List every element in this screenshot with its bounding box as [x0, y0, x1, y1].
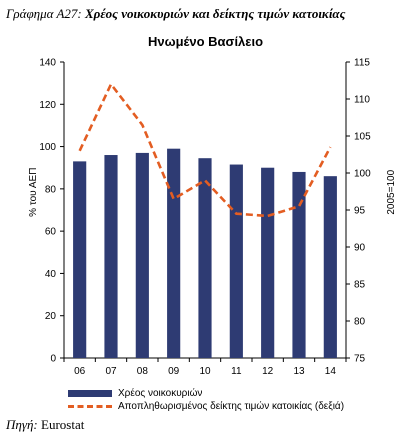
left-tick-label: 0 — [50, 354, 56, 365]
x-tick-label: 07 — [105, 366, 117, 377]
left-tick-label: 60 — [45, 227, 57, 238]
source-note: Πηγή: Eurostat — [6, 417, 84, 433]
legend-item-debt: Χρέος νοικοκυριών — [68, 387, 344, 400]
left-tick-label: 20 — [45, 311, 57, 322]
bar-debt — [104, 155, 118, 358]
right-tick-label: 90 — [354, 243, 366, 254]
legend-swatch-line — [68, 405, 112, 408]
right-tick-label: 110 — [354, 95, 370, 106]
left-tick-label: 100 — [39, 142, 56, 153]
chart-title: Ηνωμένο Βασίλειο — [147, 34, 264, 49]
legend-item-house-price: Αποπληθωρισμένος δείκτης τιμών κατοικίας… — [68, 400, 344, 413]
bar-debt — [261, 167, 275, 358]
chart-svg: 0 20 40 60 80 100 120 140 75 80 85 90 95 100 105 110 115… — [28, 58, 397, 378]
legend-swatch-bar — [68, 390, 112, 397]
x-tick-label: 12 — [262, 366, 274, 377]
bar-debt — [229, 164, 243, 358]
legend-label-house-price: Αποπληθωρισμένος δείκτης τιμών κατοικίας… — [118, 401, 345, 412]
right-tick-label: 105 — [354, 132, 371, 143]
bar-debt — [198, 158, 212, 358]
right-tick-label: 100 — [354, 169, 371, 180]
y2-axis-title: 2005=100 — [386, 169, 397, 214]
left-tick-label: 80 — [45, 184, 57, 195]
figure-title: Γράφημα Α27: Χρέος νοικοκυριών και δείκτ… — [6, 6, 345, 22]
bar-debt — [135, 152, 149, 358]
line-house-price — [78, 82, 332, 218]
x-tick-label: 09 — [168, 366, 180, 377]
x-tick-label: 08 — [137, 366, 149, 377]
left-tick-label: 40 — [45, 269, 57, 280]
source-value: Eurostat — [41, 417, 85, 432]
legend: Χρέος νοικοκυριών Αποπληθωρισμένος δείκτ… — [68, 387, 344, 413]
x-tick-label: 14 — [325, 366, 337, 377]
x-tick-label: 10 — [199, 366, 211, 377]
bar-debt — [292, 171, 306, 358]
x-tick-label: 06 — [74, 366, 86, 377]
source-label: Πηγή: — [6, 417, 38, 432]
y-axis-title: % του ΑΕΠ — [28, 168, 39, 217]
right-tick-label: 85 — [354, 280, 366, 291]
left-tick-label: 140 — [39, 58, 56, 69]
bar-debt — [73, 161, 87, 358]
figure-title-text: Χρέος νοικοκυριών και δείκτης τιμών κατο… — [84, 6, 346, 21]
x-tick-label: 11 — [231, 366, 242, 377]
right-tick-label: 80 — [354, 317, 366, 328]
bar-debt — [323, 176, 337, 358]
bar-debt — [167, 148, 181, 358]
right-tick-label: 115 — [354, 58, 370, 69]
left-tick-label: 120 — [39, 100, 56, 111]
x-tick-label: 13 — [293, 366, 305, 377]
legend-label-debt: Χρέος νοικοκυριών — [118, 388, 203, 399]
figure-label: Γράφημα Α27: — [6, 6, 82, 21]
right-tick-label: 75 — [354, 354, 366, 365]
right-tick-label: 95 — [354, 206, 366, 217]
